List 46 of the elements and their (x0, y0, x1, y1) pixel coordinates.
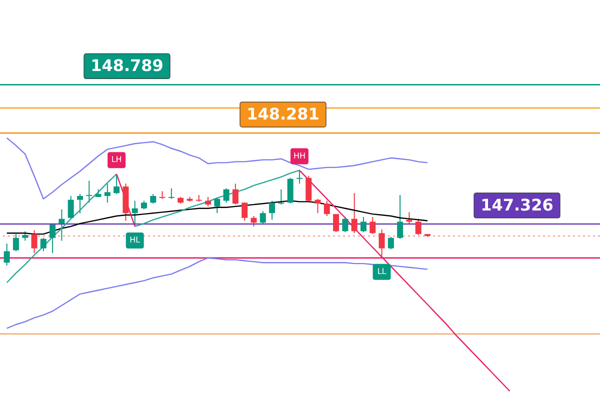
candlestick (50, 223, 56, 254)
candlestick (86, 180, 92, 204)
candlestick (40, 237, 46, 252)
candlestick (250, 215, 257, 227)
annotation: HH (293, 151, 306, 160)
candlestick (324, 200, 330, 216)
candlestick (132, 200, 138, 227)
candlestick (232, 183, 238, 206)
candlestick (76, 194, 83, 214)
candlestick (58, 208, 65, 242)
candlestick (388, 236, 394, 250)
annotation: 148.789 (90, 56, 164, 76)
candlestick (333, 214, 340, 233)
candlestick (397, 194, 404, 240)
candlestick (242, 202, 248, 222)
candlestick (342, 216, 348, 233)
annotation: LH (111, 155, 122, 164)
candlestick (314, 198, 321, 214)
candlestick (168, 188, 174, 200)
candlestick (378, 228, 385, 258)
candlestick (287, 177, 294, 204)
candlestick (22, 230, 28, 242)
candlestick (415, 218, 422, 236)
candlestick (114, 174, 120, 195)
candlestick (104, 183, 110, 204)
candlestick (4, 243, 10, 266)
candlestick (306, 175, 312, 202)
candlestick (278, 188, 284, 206)
candlestick (360, 216, 366, 233)
candlestick (68, 195, 74, 220)
candlestick (260, 210, 266, 224)
candlestick (31, 230, 38, 254)
annotation: HL (130, 235, 141, 244)
candlestick (296, 170, 302, 184)
annotation: 147.326 (480, 195, 554, 214)
candlestick (370, 216, 376, 235)
candlestick (12, 234, 19, 252)
candlestick (150, 194, 156, 204)
annotation: LL (377, 266, 387, 276)
candlestick (351, 192, 358, 234)
candlestick (159, 190, 166, 200)
candlestick (223, 188, 230, 204)
annotation: 148.281 (246, 104, 320, 124)
candlestick (205, 196, 212, 207)
candlestick (214, 197, 220, 214)
candlestick (269, 200, 276, 220)
